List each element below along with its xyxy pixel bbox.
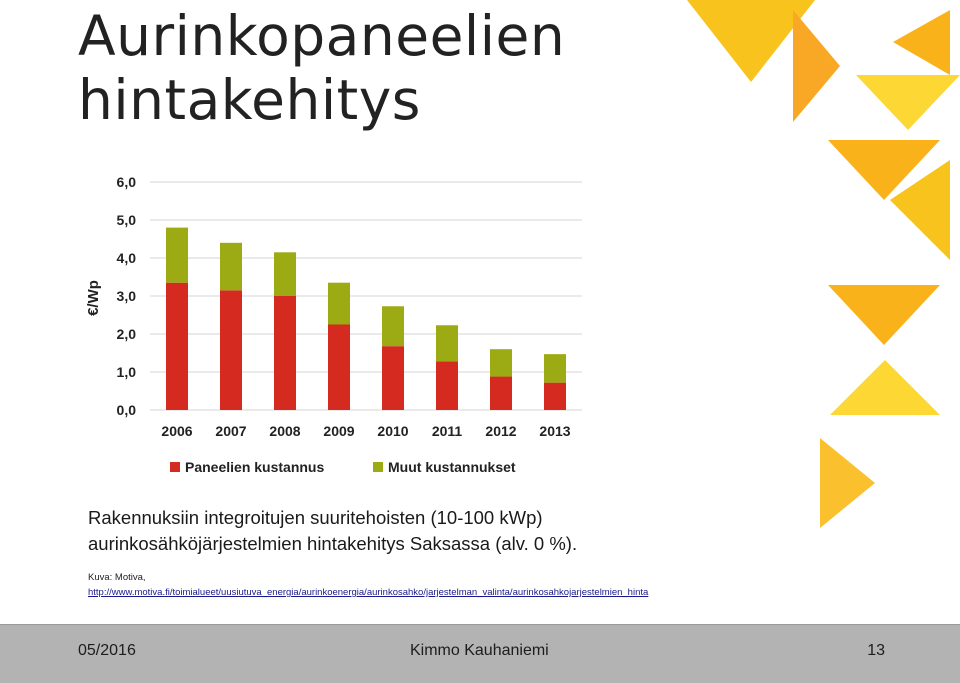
footer-page-number: 13 [867, 642, 885, 659]
source-label: Kuva: Motiva, [88, 572, 146, 583]
x-tick-label: 2013 [539, 423, 570, 439]
bar-2009-panel [328, 324, 350, 410]
legend-swatch [170, 462, 180, 472]
x-tick-label: 2012 [485, 423, 516, 439]
deco-triangle-5 [828, 140, 940, 200]
slide-title-line-2: hintakehitys [78, 68, 421, 132]
bar-2012-panel [490, 376, 512, 410]
legend-label: Muut kustannukset [388, 459, 516, 475]
bar-2008-panel [274, 296, 296, 410]
price-chart: 0,01,02,03,04,05,06,0 €/Wp 2006 2007 2008 2… [85, 174, 582, 475]
y-axis-label: €/Wp [85, 280, 102, 316]
deco-triangle-4 [856, 75, 960, 130]
deco-triangle-2 [793, 10, 840, 122]
slide-title-line-1: Aurinkopaneelien [78, 4, 566, 68]
legend-swatch [373, 462, 383, 472]
deco-triangle-7 [828, 285, 940, 345]
bar-2009-other [328, 282, 350, 325]
bar-2011-other [436, 325, 458, 362]
y-tick-label: 1,0 [117, 364, 137, 380]
y-tick-label: 3,0 [117, 288, 137, 304]
deco-triangle-3 [893, 10, 950, 75]
x-tick-label: 2006 [161, 423, 192, 439]
bar-2013-other [544, 354, 566, 383]
footer-date: 05/2016 [78, 642, 136, 659]
x-axis-ticks: 2006 2007 2008 2009 2010 2011 2012 2013 [161, 423, 570, 439]
y-axis-ticks: 0,0 1,0 2,0 3,0 4,0 5,0 6,0 [117, 174, 137, 418]
bar-2010-other [382, 306, 404, 347]
deco-triangle-8 [830, 360, 940, 415]
x-tick-label: 2009 [323, 423, 354, 439]
chart-grid [150, 181, 582, 411]
bar-2006-other [166, 227, 188, 283]
chart-bars [166, 227, 566, 410]
bar-2012-other [490, 349, 512, 377]
bar-2007-other [220, 242, 242, 291]
x-tick-label: 2011 [432, 423, 463, 439]
bar-2007-panel [220, 290, 242, 410]
chart-legend: Paneelien kustannus Muut kustannukset [170, 459, 516, 475]
y-tick-label: 2,0 [117, 326, 137, 342]
y-tick-label: 5,0 [117, 212, 137, 228]
y-tick-label: 6,0 [117, 174, 137, 190]
caption-line-1: Rakennuksiin integroitujen suuritehoiste… [88, 507, 543, 528]
x-tick-label: 2007 [215, 423, 246, 439]
deco-triangle-6 [890, 160, 950, 260]
caption-line-2: aurinkosähköjärjestelmien hintakehitys S… [88, 533, 578, 554]
x-tick-label: 2010 [377, 423, 408, 439]
bar-2006-panel [166, 282, 188, 410]
bar-2011-panel [436, 361, 458, 410]
y-tick-label: 0,0 [117, 402, 137, 418]
bar-2013-panel [544, 382, 566, 410]
source-link[interactable]: http://www.motiva.fi/toimialueet/uusiutu… [88, 587, 649, 598]
y-tick-label: 4,0 [117, 250, 137, 266]
decorative-triangles [687, 0, 960, 528]
deco-triangle-9 [820, 438, 875, 528]
chart-caption: Rakennuksiin integroitujen suuritehoiste… [88, 505, 577, 557]
slide-footer: 05/2016 Kimmo Kauhaniemi 13 [0, 624, 960, 683]
bar-2010-panel [382, 346, 404, 410]
slide-title: Aurinkopaneelien hintakehitys [78, 4, 565, 132]
deco-triangle-1 [687, 0, 815, 82]
footer-author: Kimmo Kauhaniemi [410, 642, 549, 659]
x-tick-label: 2008 [269, 423, 300, 439]
image-source: Kuva: Motiva, http://www.motiva.fi/toimi… [88, 570, 648, 600]
bar-2008-other [274, 252, 296, 296]
legend-label: Paneelien kustannus [185, 459, 324, 475]
